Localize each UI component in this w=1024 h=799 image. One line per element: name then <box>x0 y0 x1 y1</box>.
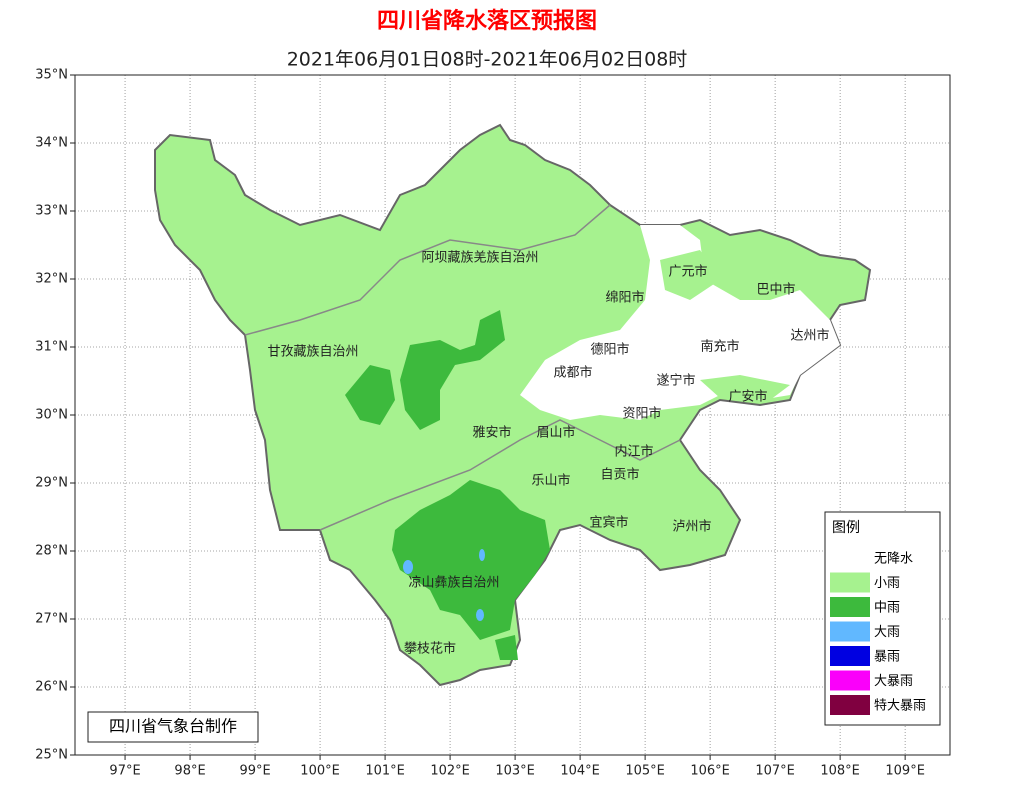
legend-swatch <box>830 646 870 666</box>
place-label: 巴中市 <box>756 282 795 298</box>
place-label: 广安市 <box>728 389 767 405</box>
legend-box <box>824 511 941 726</box>
legend-swatch <box>830 548 870 568</box>
moderate-rain-area <box>345 365 395 425</box>
place-label: 广元市 <box>668 264 707 280</box>
y-tick-label: 33°N <box>35 204 68 219</box>
y-tick-label: 26°N <box>35 680 68 695</box>
legend-label: 暴雨 <box>874 650 900 665</box>
region-border <box>244 204 611 336</box>
y-tick-label: 31°N <box>35 340 68 355</box>
x-tick-label: 99°E <box>239 764 270 779</box>
map-title: 四川省降水落区预报图 <box>377 9 597 34</box>
place-label: 达州市 <box>790 328 829 344</box>
legend-swatch <box>830 670 870 691</box>
light-rain-area <box>780 250 860 300</box>
region-border <box>319 419 681 531</box>
moderate-rain-area <box>392 480 550 640</box>
y-tick-label: 34°N <box>35 136 68 151</box>
x-tick-label: 108°E <box>820 764 860 779</box>
heavy-rain-area <box>403 560 413 574</box>
place-label: 眉山市 <box>536 425 575 441</box>
place-label: 宜宾市 <box>589 515 628 531</box>
y-tick-label: 25°N <box>35 748 68 763</box>
x-tick-label: 107°E <box>755 764 795 779</box>
legend-label: 小雨 <box>874 576 900 591</box>
place-label: 成都市 <box>553 365 592 381</box>
place-label: 自贡市 <box>600 467 639 483</box>
heavy-rain-area <box>476 609 484 621</box>
place-label: 攀枝花市 <box>404 641 456 657</box>
place-label: 内江市 <box>614 444 653 460</box>
credit: 四川省气象台制作 <box>109 717 237 736</box>
province-shape <box>154 123 872 687</box>
place-label: 资阳市 <box>622 406 661 422</box>
y-tick-label: 35°N <box>35 68 68 83</box>
y-tick-label: 30°N <box>35 408 68 423</box>
x-tick-label: 104°E <box>560 764 600 779</box>
place-label: 甘孜藏族自治州 <box>267 344 358 360</box>
x-tick-label: 100°E <box>300 764 340 779</box>
x-tick-label: 109°E <box>885 764 925 779</box>
legend-label: 大雨 <box>874 625 900 640</box>
legend-label: 大暴雨 <box>874 674 913 689</box>
legend-swatch <box>830 695 870 715</box>
light-rain-area <box>700 375 790 400</box>
legend-swatch <box>830 597 870 617</box>
place-label: 乐山市 <box>531 473 570 489</box>
legend-swatch <box>830 621 870 642</box>
place-label: 雅安市 <box>472 425 511 441</box>
x-tick-label: 103°E <box>495 764 535 779</box>
credit-box <box>87 711 259 743</box>
legend-title: 图例 <box>832 520 860 536</box>
moderate-rain-area <box>400 310 505 430</box>
place-label: 阿坝藏族羌族自治州 <box>421 250 538 266</box>
place-label: 凉山彝族自治州 <box>408 575 499 591</box>
place-label: 德阳市 <box>590 342 629 358</box>
place-label: 南充市 <box>700 339 739 355</box>
x-tick-label: 98°E <box>174 764 205 779</box>
legend-label: 无降水 <box>874 552 913 567</box>
place-label: 遂宁市 <box>656 373 695 389</box>
legend-label: 特大暴雨 <box>874 699 926 714</box>
place-label: 泸州市 <box>672 519 711 535</box>
x-tick-label: 102°E <box>430 764 470 779</box>
y-tick-label: 32°N <box>35 272 68 287</box>
no-rain-area <box>520 225 840 420</box>
place-label: 绵阳市 <box>605 290 644 306</box>
y-tick-label: 27°N <box>35 612 68 627</box>
moderate-rain-area <box>495 635 518 660</box>
legend-swatch <box>830 572 870 593</box>
axis-ticks: 97°E 98°E 99°E 100°E 101°E 102°E 103°E 104°E 105… <box>35 68 925 779</box>
y-tick-label: 29°N <box>35 476 68 491</box>
x-tick-label: 106°E <box>690 764 730 779</box>
x-tick-label: 105°E <box>625 764 665 779</box>
legend-label: 中雨 <box>874 601 900 616</box>
map-subtitle: 2021年06月01日08时-2021年06月02日08时 <box>287 49 688 71</box>
heavy-rain-area <box>479 549 485 561</box>
x-tick-label: 101°E <box>365 764 405 779</box>
x-tick-label: 97°E <box>109 764 140 779</box>
light-rain-area <box>660 250 720 300</box>
y-tick-label: 28°N <box>35 544 68 559</box>
